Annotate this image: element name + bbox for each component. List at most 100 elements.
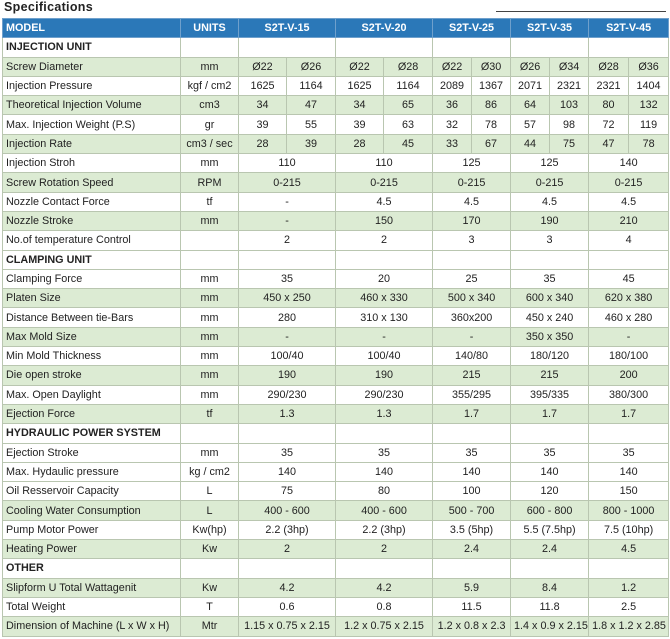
spec-value: 4.5 bbox=[335, 191, 434, 212]
spec-row: Max Mold Size mm - - -350 x 350- bbox=[2, 326, 670, 348]
empty-cell bbox=[180, 37, 239, 58]
spec-value: 80 bbox=[335, 481, 434, 502]
spec-value: 132 bbox=[628, 95, 670, 116]
spec-value: 47 bbox=[285, 95, 337, 116]
spec-value: 170 bbox=[432, 210, 512, 232]
spec-value: - bbox=[237, 210, 337, 232]
spec-value: 1.3 bbox=[237, 403, 337, 425]
model-name: S2T-V-45 bbox=[588, 17, 670, 39]
spec-value: 35 bbox=[510, 442, 590, 463]
spec-label: Max. Injection Weight (P.S) bbox=[2, 114, 181, 135]
spec-value: 36 bbox=[432, 95, 473, 116]
units-header: UNITS bbox=[180, 17, 239, 39]
spec-value: 4 bbox=[588, 230, 670, 251]
spec-value: 2 bbox=[335, 230, 434, 251]
spec-label: Ejection Stroke bbox=[2, 442, 181, 463]
spec-value: 190 bbox=[335, 365, 434, 386]
spec-value: - bbox=[432, 326, 512, 348]
spec-value: 190 bbox=[237, 365, 337, 386]
spec-value: 4.5 bbox=[432, 191, 512, 212]
section-row: INJECTION UNIT bbox=[2, 37, 670, 58]
spec-row: Ejection Stroke mm 35 35 35 35 35 bbox=[2, 442, 670, 463]
spec-value: 800 - 1000 bbox=[588, 500, 670, 521]
spec-value: 140 bbox=[237, 461, 337, 483]
spec-value: 600 x 340 bbox=[510, 288, 590, 309]
spec-value: - bbox=[588, 326, 670, 348]
spec-value: - bbox=[237, 326, 337, 348]
spec-label: Pump Motor Power bbox=[2, 519, 181, 541]
spec-value: Ø34 bbox=[549, 56, 590, 77]
spec-unit: T bbox=[180, 596, 239, 618]
empty-cell bbox=[588, 249, 670, 270]
spec-value: 215 bbox=[432, 365, 512, 386]
spec-value: 140 bbox=[510, 461, 590, 483]
spec-value: 2 bbox=[237, 230, 337, 251]
spec-value: 78 bbox=[471, 114, 512, 135]
spec-row: Die open stroke mm 190 190 215 215 200 bbox=[2, 365, 670, 386]
spec-value: 620 x 380 bbox=[588, 288, 670, 309]
spec-value: 65 bbox=[383, 95, 434, 116]
spec-label: Platen Size bbox=[2, 288, 181, 309]
spec-unit: RPM bbox=[180, 172, 239, 193]
spec-value: 100/40 bbox=[335, 346, 434, 367]
spec-value: 125 bbox=[432, 153, 512, 174]
spec-value: 395/335 bbox=[510, 384, 590, 405]
spec-value: 100 bbox=[432, 481, 512, 502]
spec-value: 1404 bbox=[628, 75, 670, 97]
spec-unit: mm bbox=[180, 56, 239, 77]
header-rule bbox=[496, 11, 666, 12]
empty-cell bbox=[510, 558, 590, 579]
spec-value: Ø22 bbox=[238, 56, 287, 77]
spec-value: 400 - 600 bbox=[237, 500, 337, 521]
spec-unit: mm bbox=[180, 326, 239, 348]
spec-value: 120 bbox=[510, 481, 590, 502]
spec-value: 1.7 bbox=[510, 403, 590, 425]
spec-value: 310 x 130 bbox=[335, 307, 434, 328]
empty-cell bbox=[335, 37, 434, 58]
spec-row: Injection Pressure kgf / cm2 1625 1164 1625 1… bbox=[2, 75, 670, 97]
spec-value: 25 bbox=[432, 268, 512, 290]
spec-value: 290/230 bbox=[335, 384, 434, 405]
spec-value: 0.6 bbox=[237, 596, 337, 618]
spec-value: 39 bbox=[285, 133, 337, 155]
empty-cell bbox=[432, 249, 512, 270]
spec-value: 140 bbox=[432, 461, 512, 483]
model-name: S2T-V-25 bbox=[432, 17, 512, 39]
spec-value: 0-215 bbox=[432, 172, 512, 193]
spec-label: Cooling Water Consumption bbox=[2, 500, 181, 521]
spec-value: 28 bbox=[335, 133, 385, 155]
spec-value: 57 bbox=[510, 114, 551, 135]
spec-row: Max. Hydaulic pressure kg / cm2 140 140 140 1… bbox=[2, 461, 670, 483]
spec-value: 11.5 bbox=[432, 596, 512, 618]
spec-value: 1.7 bbox=[432, 403, 512, 425]
spec-value: 180/120 bbox=[510, 346, 590, 367]
spec-value: 2.4 bbox=[432, 539, 512, 560]
empty-cell bbox=[335, 423, 434, 444]
spec-value: 140/80 bbox=[432, 346, 512, 367]
empty-cell bbox=[237, 423, 337, 444]
spec-value: 39 bbox=[335, 114, 385, 135]
spec-value: 150 bbox=[335, 210, 434, 232]
spec-value: 119 bbox=[628, 114, 670, 135]
spec-value: 35 bbox=[237, 442, 337, 463]
empty-cell bbox=[237, 249, 337, 270]
spec-unit: mm bbox=[180, 210, 239, 232]
empty-cell bbox=[180, 423, 239, 444]
spec-row: Screw Rotation Speed RPM 0-215 0-215 0-215 0-… bbox=[2, 172, 670, 193]
spec-value: 125 bbox=[510, 153, 590, 174]
spec-value: 100/40 bbox=[237, 346, 337, 367]
spec-value: 1164 bbox=[383, 75, 434, 97]
spec-row: Slipform U Total Wattagenit Kw 4.2 4.2 5.9 8.… bbox=[2, 577, 670, 598]
spec-table: MODEL UNITS S2T-V-15 S2T-V-20 S2T-V-25 S2T-V-… bbox=[2, 17, 670, 637]
spec-value: 1.2 x 0.8 x 2.3 bbox=[432, 616, 512, 637]
spec-value: 1.2 bbox=[588, 577, 670, 598]
spec-value: 63 bbox=[383, 114, 434, 135]
spec-value: 5.5 (7.5hp) bbox=[510, 519, 590, 541]
spec-row: Pump Motor Power Kw(hp) 2.2 (3hp) 2.2 (3hp)… bbox=[2, 519, 670, 541]
spec-value: 350 x 350 bbox=[510, 326, 590, 348]
empty-cell bbox=[588, 37, 670, 58]
empty-cell bbox=[180, 249, 239, 270]
spec-value: 0-215 bbox=[237, 172, 337, 193]
spec-row: Max. Open Daylight mm 290/230 290/230 355/29… bbox=[2, 384, 670, 405]
spec-value: 3 bbox=[432, 230, 512, 251]
